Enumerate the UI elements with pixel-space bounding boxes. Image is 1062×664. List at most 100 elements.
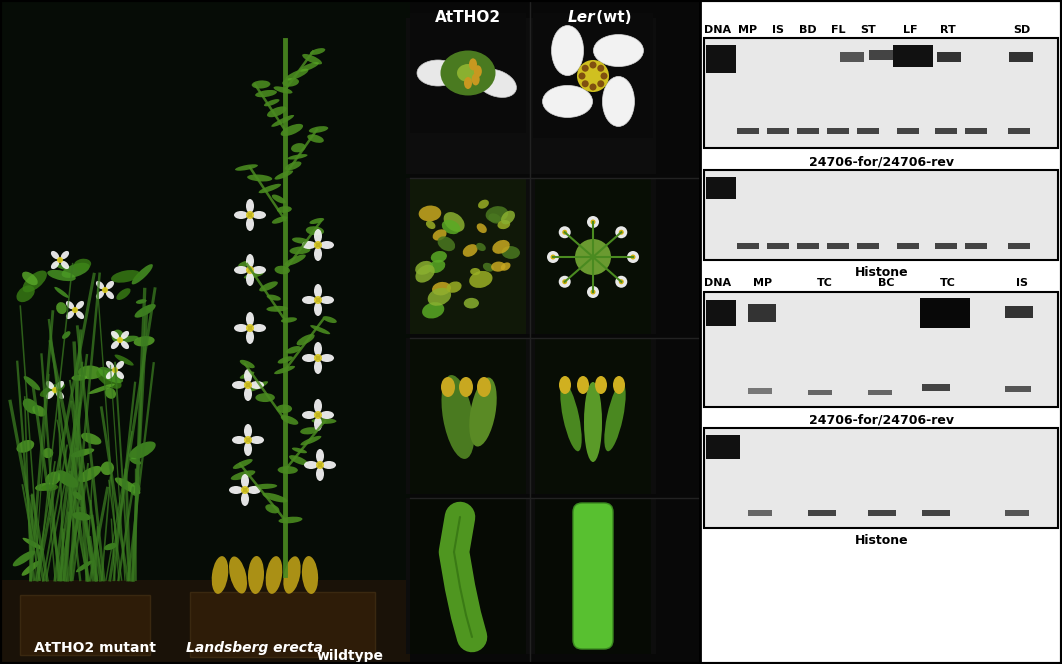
Bar [1008,128,1030,134]
Text: TC: TC [817,278,833,288]
Text: Histone: Histone [855,266,909,278]
Text: ST: ST [860,25,876,35]
Ellipse shape [301,436,322,446]
Ellipse shape [561,382,582,452]
Ellipse shape [290,246,310,254]
Bar [406,338,531,494]
Bar [535,498,651,654]
Ellipse shape [116,371,124,379]
Ellipse shape [476,69,516,98]
Ellipse shape [274,86,292,94]
Ellipse shape [415,261,433,275]
Ellipse shape [35,483,54,491]
Ellipse shape [483,263,494,272]
Bar [935,243,957,249]
Circle shape [582,64,588,72]
Ellipse shape [250,381,264,389]
Ellipse shape [266,504,279,513]
Circle shape [244,381,252,389]
Ellipse shape [415,265,434,283]
Circle shape [57,257,63,263]
Circle shape [631,254,635,260]
Circle shape [562,280,567,284]
Ellipse shape [247,556,264,594]
Bar [808,510,836,516]
Ellipse shape [314,417,322,431]
Bar [20,595,150,655]
Bar [1008,243,1030,249]
Ellipse shape [96,281,104,290]
Ellipse shape [459,377,473,397]
Circle shape [547,251,559,263]
Ellipse shape [132,264,153,284]
Ellipse shape [54,263,67,270]
Ellipse shape [613,376,626,394]
Text: Histone: Histone [855,533,909,546]
Ellipse shape [22,538,44,550]
Ellipse shape [135,304,156,317]
Circle shape [587,216,599,228]
Ellipse shape [246,254,254,268]
Ellipse shape [314,229,322,243]
Ellipse shape [314,284,322,298]
Circle shape [575,239,611,275]
Ellipse shape [13,550,35,566]
Ellipse shape [88,384,115,394]
Ellipse shape [211,556,228,594]
Ellipse shape [286,69,308,80]
Ellipse shape [42,448,53,458]
Ellipse shape [302,241,316,249]
Circle shape [117,337,123,343]
Ellipse shape [322,461,336,469]
Circle shape [314,241,322,249]
Bar [531,338,656,494]
Ellipse shape [110,331,119,339]
Bar [868,510,896,516]
Ellipse shape [71,448,95,457]
Ellipse shape [428,260,445,273]
Ellipse shape [229,486,243,494]
Ellipse shape [51,251,59,259]
Ellipse shape [277,357,293,364]
Bar [840,52,864,62]
Circle shape [72,307,78,313]
Ellipse shape [232,436,246,444]
Text: TC: TC [940,278,956,288]
Text: Ler: Ler [567,10,595,25]
Circle shape [316,461,324,469]
Ellipse shape [501,246,520,259]
Ellipse shape [259,282,278,291]
Ellipse shape [61,261,69,269]
Ellipse shape [115,355,134,366]
Ellipse shape [464,298,479,309]
Bar [410,178,526,334]
Bar [1005,386,1031,392]
Text: wildtype: wildtype [316,649,383,663]
Ellipse shape [46,381,54,389]
Ellipse shape [246,199,254,213]
Ellipse shape [316,449,324,463]
Ellipse shape [66,311,74,319]
Ellipse shape [284,556,301,594]
Ellipse shape [252,266,266,274]
Bar [922,510,950,516]
Circle shape [590,220,596,224]
Ellipse shape [21,561,39,576]
Circle shape [246,266,254,274]
Ellipse shape [501,262,511,271]
Bar [965,243,987,249]
Circle shape [597,80,604,87]
Ellipse shape [584,382,602,462]
Ellipse shape [96,291,104,299]
Text: 24706-for/24706-rev: 24706-for/24706-rev [809,155,955,169]
Ellipse shape [131,483,140,496]
Ellipse shape [267,306,288,312]
Text: RT: RT [940,25,956,35]
Ellipse shape [234,266,249,274]
Ellipse shape [302,411,316,419]
Ellipse shape [66,301,74,309]
Bar [965,128,987,134]
Ellipse shape [121,331,130,339]
Circle shape [615,276,628,288]
Ellipse shape [274,366,295,374]
